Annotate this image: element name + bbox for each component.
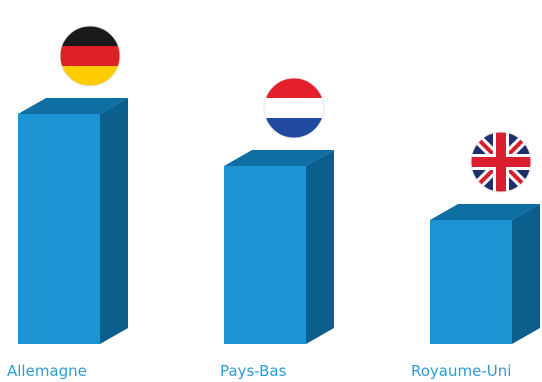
bar-royaume-uni — [430, 204, 540, 344]
flags-layer — [59, 25, 532, 193]
bar-front-pays-bas — [224, 166, 306, 344]
bar-side-royaume-uni — [512, 204, 540, 344]
germany-flag-icon — [59, 25, 121, 87]
bars-layer — [18, 98, 540, 344]
bar-front-allemagne — [18, 114, 100, 344]
bar-side-pays-bas — [306, 150, 334, 344]
bar-top-allemagne — [18, 98, 128, 114]
bar-allemagne — [18, 98, 128, 344]
bar-pays-bas — [224, 150, 334, 344]
category-label-pays-bas: Pays-Bas — [220, 362, 287, 380]
bar-top-pays-bas — [224, 150, 334, 166]
united-kingdom-flag-icon — [470, 131, 532, 193]
category-label-royaume-uni: Royaume-Uni — [411, 362, 511, 380]
bar-front-royaume-uni — [430, 220, 512, 344]
bar-top-royaume-uni — [430, 204, 540, 220]
category-label-allemagne: Allemagne — [7, 362, 87, 380]
bar-side-allemagne — [100, 98, 128, 344]
category-labels: Allemagne Pays-Bas Royaume-Uni — [7, 362, 511, 380]
netherlands-flag-icon — [263, 77, 325, 139]
